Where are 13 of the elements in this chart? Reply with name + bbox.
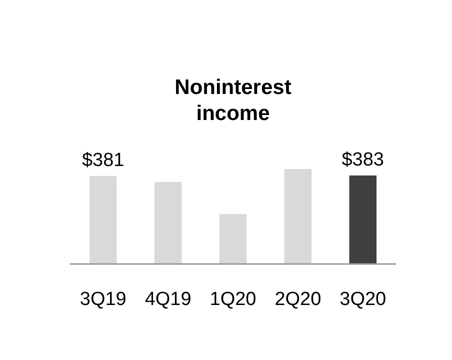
bar	[154, 182, 182, 264]
data-label: $383	[342, 149, 384, 170]
bar	[219, 214, 247, 264]
bar	[89, 176, 117, 264]
x-tick-label: 3Q20	[340, 289, 386, 310]
x-tick-label: 4Q19	[144, 289, 192, 310]
x-tick-label: 3Q19	[80, 289, 126, 310]
x-tick-label: 1Q20	[210, 289, 256, 310]
data-label: $381	[82, 150, 124, 171]
chart-title: Noninterest income	[174, 76, 292, 125]
bar	[284, 169, 312, 264]
bar	[349, 175, 377, 264]
x-tick-label: 2Q20	[274, 289, 322, 310]
